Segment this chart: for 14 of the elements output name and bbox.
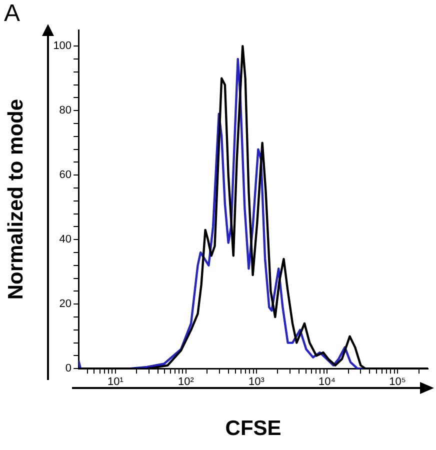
y-tick-label: 100 <box>53 40 72 52</box>
y-tick-label: 0 <box>65 362 72 375</box>
x-tick-label: 10² <box>178 376 194 388</box>
x-axis-title: CFSE <box>225 417 282 440</box>
y-tick-label: 80 <box>59 104 72 117</box>
x-tick-label: 10¹ <box>107 376 124 388</box>
x-tick-label: 10⁴ <box>318 376 336 388</box>
text: A <box>4 0 20 28</box>
x-tick-label: 10³ <box>248 376 265 388</box>
y-tick-label: 60 <box>59 169 72 182</box>
y-tick-label: 20 <box>59 298 72 310</box>
y-tick-label: 40 <box>59 234 72 246</box>
x-tick-label: 10⁵ <box>389 376 406 388</box>
y-axis-title: Normalized to mode <box>4 98 28 300</box>
